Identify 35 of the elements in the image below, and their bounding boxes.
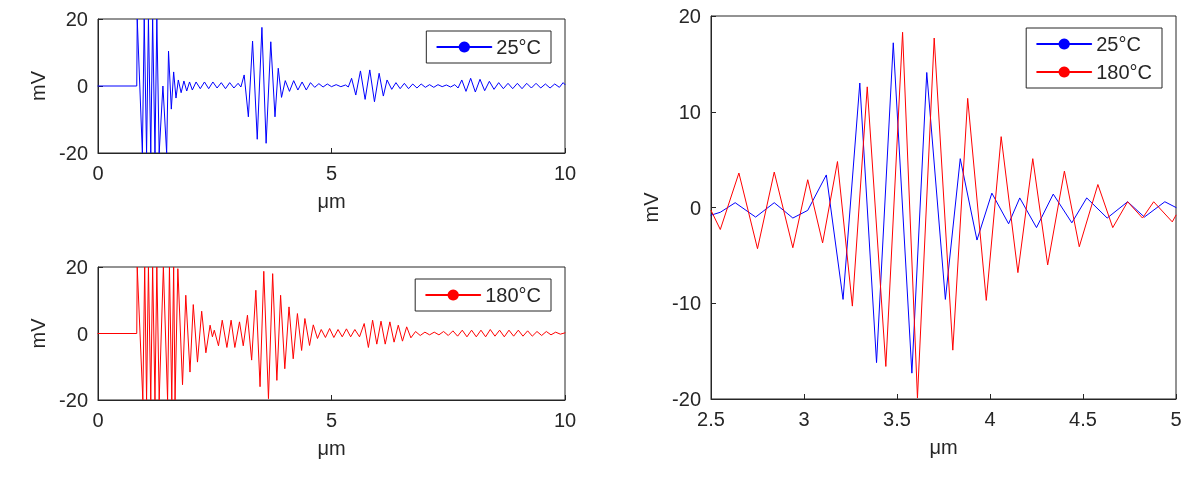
x-tick-label: 4 [984, 408, 996, 430]
y-tick-label: 10 [678, 100, 701, 123]
y-tick-label: 0 [689, 196, 701, 219]
x-tick-label: 0 [92, 409, 104, 431]
legend-label: 180°C [485, 284, 541, 306]
line-series [97, 18, 566, 154]
y-tick-label: 20 [678, 5, 701, 27]
y-axis-title: mV [27, 70, 50, 101]
x-tick-label: 5 [325, 162, 338, 184]
y-tick-label: -20 [672, 388, 701, 410]
y-tick-label: -20 [59, 389, 88, 411]
x-tick-label: 10 [553, 162, 577, 184]
x-tick-label: 5 [325, 409, 338, 431]
x-axis-title: μm [317, 437, 346, 459]
y-axis-title: mV [27, 317, 50, 349]
x-tick-label: 3.5 [883, 408, 911, 430]
legend-label: 25°C [1096, 33, 1141, 55]
legend-label: 180°C [1096, 61, 1152, 83]
x-axis-title: μm [929, 436, 958, 458]
legend-label: 25°C [496, 36, 541, 58]
x-tick-label: 3 [798, 408, 810, 430]
x-tick-label: 2.5 [697, 408, 725, 430]
y-tick-label: 0 [76, 75, 88, 97]
y-axis-title: mV [640, 191, 663, 223]
x-tick-label: 5 [1170, 408, 1182, 430]
y-tick-label: -10 [672, 292, 701, 315]
y-tick-label: 0 [76, 322, 88, 345]
x-tick-label: 10 [553, 409, 577, 431]
y-tick-label: -20 [59, 142, 88, 164]
x-tick-label: 0 [92, 162, 104, 184]
y-tick-label: 20 [65, 8, 88, 30]
x-tick-label: 4.5 [1069, 408, 1097, 430]
y-tick-label: 20 [65, 256, 88, 278]
x-axis-title: μm [317, 190, 346, 212]
line-series [97, 266, 566, 401]
